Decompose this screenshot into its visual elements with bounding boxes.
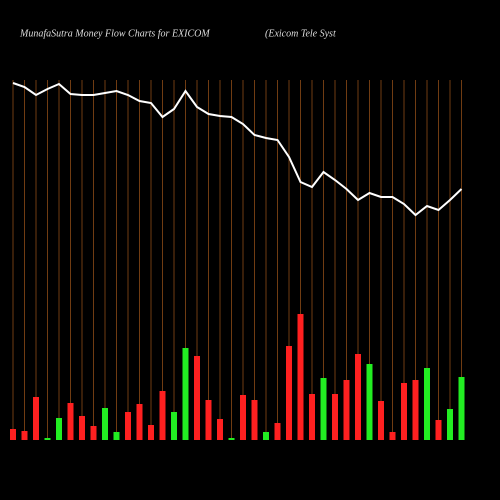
bar [79,416,85,440]
bar [320,378,327,440]
bar [102,408,108,440]
bar [332,394,338,440]
bar [228,438,235,440]
bar [205,400,212,440]
bar [343,380,350,440]
bar [458,377,465,440]
money-flow-line [12,82,463,217]
bar [366,364,373,440]
bar [67,403,74,440]
bar [286,346,292,440]
bar [424,368,430,440]
bar [159,391,166,440]
bar [401,383,407,440]
bar [263,432,269,440]
bar [44,438,51,440]
bar [113,432,120,440]
bar [435,420,442,440]
bar [194,356,200,440]
bar [21,431,28,440]
bar [309,394,315,440]
chart-subtitle: (Exicom Tele Syst [265,28,336,39]
bar [378,401,384,440]
bar [274,423,281,440]
bar [251,400,258,440]
bar [33,397,39,440]
chart-title: MunafaSutra Money Flow Charts for EXICOM [19,28,210,39]
bar [56,418,62,440]
bar [136,404,143,440]
bar [148,425,154,440]
bar [182,348,189,440]
bar [412,380,419,440]
bar [389,432,396,440]
bar [447,409,453,440]
bar [240,395,246,440]
bar [217,419,223,440]
bar [171,412,177,440]
bar [10,429,16,440]
bar [355,354,361,440]
bar [297,314,304,440]
bar [125,412,131,440]
bar [90,426,97,440]
